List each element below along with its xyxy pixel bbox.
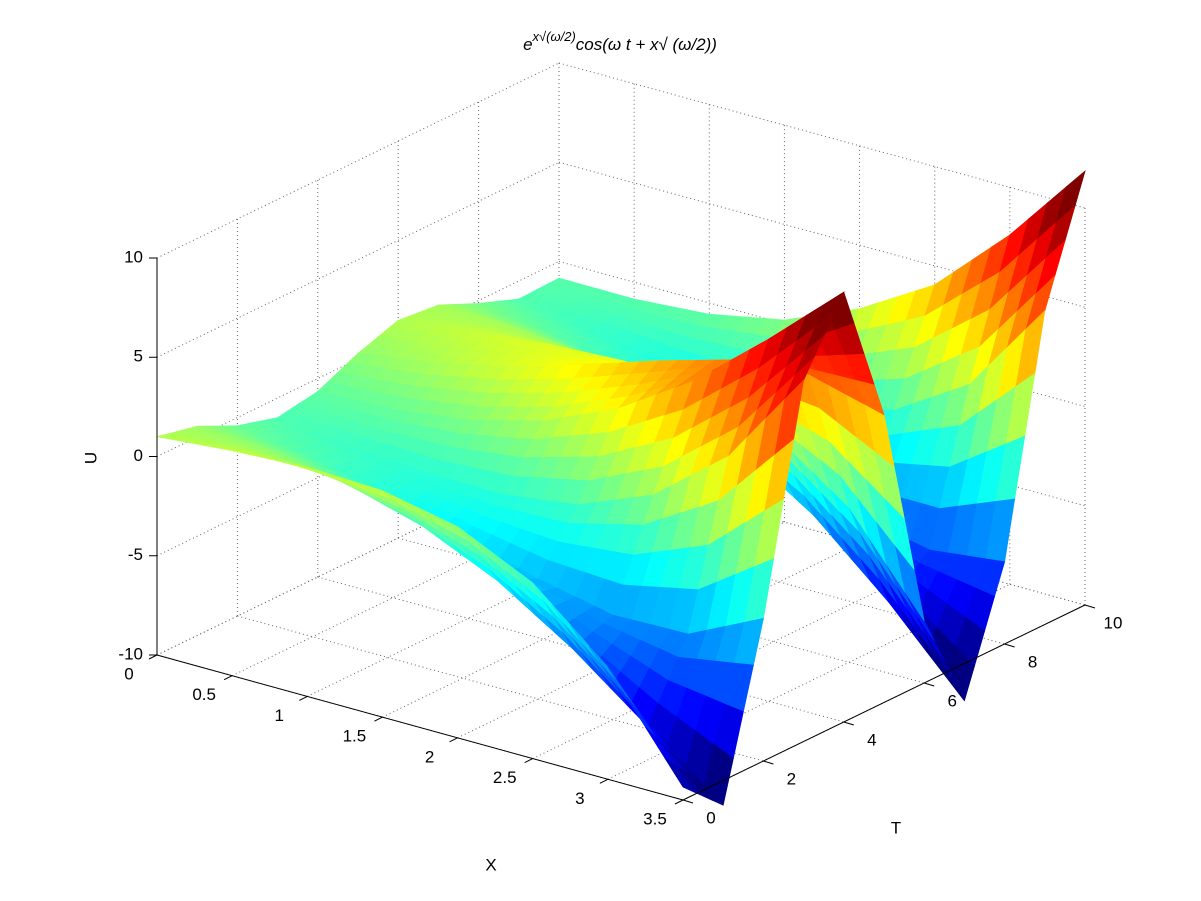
y-tick xyxy=(843,721,854,726)
title-base: e xyxy=(523,35,532,54)
grid-line xyxy=(156,62,560,259)
grid-line xyxy=(558,459,1086,606)
x-axis-label: X xyxy=(485,855,496,874)
grid-line xyxy=(237,615,764,762)
x-tick-label: 1 xyxy=(275,706,284,725)
y-tick xyxy=(1004,643,1015,648)
y-axis-line xyxy=(682,604,1086,801)
title-rest: cos(ω t + x√ (ω/2)) xyxy=(576,35,717,54)
y-tick-label: 0 xyxy=(706,808,715,827)
x-tick-label: 2.5 xyxy=(493,768,517,787)
y-tick xyxy=(682,799,694,804)
x-tick-label: 3 xyxy=(575,789,584,808)
grid-line xyxy=(457,542,860,739)
title-exponent: x√(ω/2) xyxy=(532,29,576,44)
grid-line xyxy=(558,161,1086,308)
x-tick xyxy=(148,654,158,660)
z-tick-label: 10 xyxy=(124,247,143,266)
x-tick-label: 1.5 xyxy=(343,727,367,746)
x-axis-line xyxy=(156,654,684,801)
y-tick xyxy=(763,760,774,765)
y-tick-label: 2 xyxy=(787,769,796,788)
y-tick xyxy=(1084,604,1096,609)
x-tick xyxy=(599,778,609,784)
grid-line xyxy=(156,161,560,358)
surface-patch xyxy=(663,756,695,793)
y-tick-label: 10 xyxy=(1104,613,1123,632)
z-tick-label: -5 xyxy=(128,545,143,564)
x-tick xyxy=(374,716,383,722)
x-tick-label: 3.5 xyxy=(643,809,667,828)
y-tick-label: 4 xyxy=(867,730,876,749)
grid-line xyxy=(558,62,1086,209)
grid-line xyxy=(532,563,935,760)
x-tick-label: 0.5 xyxy=(192,685,216,704)
z-tick-label: 5 xyxy=(134,347,143,366)
z-axis-label: U xyxy=(81,452,100,464)
x-tick xyxy=(674,799,684,805)
y-tick-label: 6 xyxy=(947,691,956,710)
x-tick xyxy=(299,695,308,701)
z-tick-label: -10 xyxy=(118,644,143,663)
x-tick xyxy=(449,737,458,743)
x-tick-label: 0 xyxy=(124,664,133,683)
chart-title: ex√(ω/2)cos(ω t + x√ (ω/2)) xyxy=(523,29,717,54)
z-tick-label: 0 xyxy=(134,446,143,465)
y-tick xyxy=(924,682,935,687)
x-tick xyxy=(223,675,233,681)
y-tick-label: 8 xyxy=(1028,652,1037,671)
axes-layer: -10 -5 0 5 10 0 0.5 1 1.5 2 2.5 3 3.5 0 2 4 6 8 10 xyxy=(118,247,1122,828)
grid-line xyxy=(156,261,560,457)
x-tick-label: 2 xyxy=(425,747,434,766)
x-tick xyxy=(524,758,533,764)
surface xyxy=(156,169,1086,806)
y-axis-label: T xyxy=(891,818,901,837)
